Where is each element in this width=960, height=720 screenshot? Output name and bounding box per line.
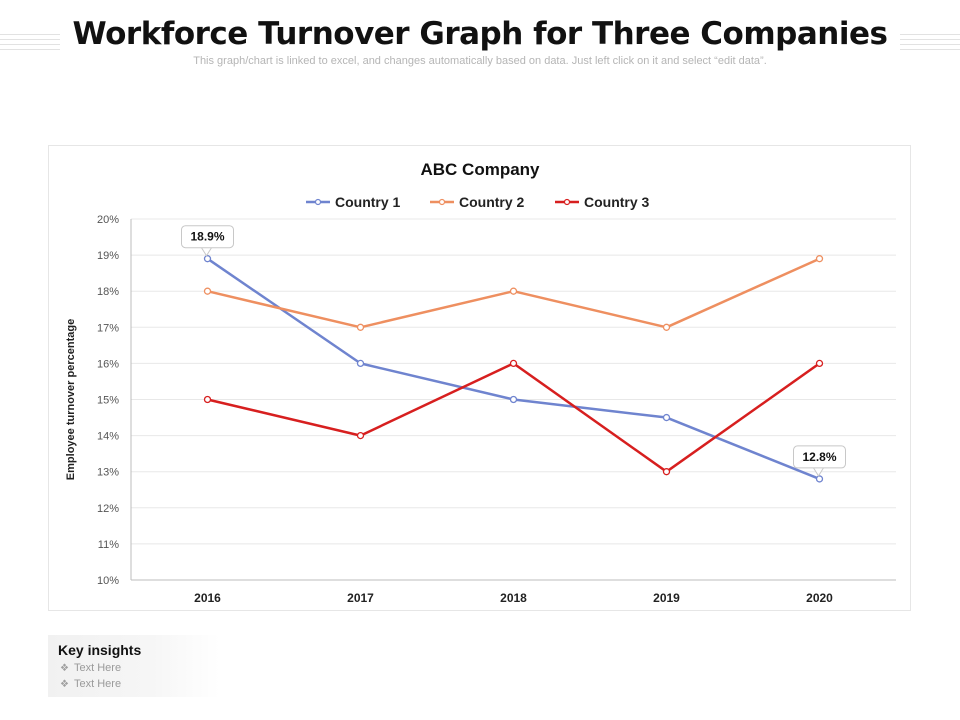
data-point <box>356 431 365 440</box>
diamond-bullet-icon: ❖ <box>60 679 69 690</box>
series-line <box>207 362 821 473</box>
title-decoration-right <box>900 34 960 56</box>
y-tick-label: 15% <box>97 395 119 407</box>
callout-box <box>793 445 846 469</box>
data-point <box>356 359 365 368</box>
data-point <box>662 413 671 422</box>
x-tick-label: 2018 <box>500 591 527 605</box>
y-axis-label: Employee turnover percentage <box>65 319 77 480</box>
y-tick-label: 13% <box>97 467 119 479</box>
key-insights-title: Key insights <box>58 642 142 658</box>
data-label: 18.9% <box>190 230 224 244</box>
data-point <box>509 395 518 404</box>
legend-label: Country 1 <box>335 194 401 210</box>
key-insight-item: ❖ Text Here <box>60 678 121 690</box>
page-title: Workforce Turnover Graph for Three Compa… <box>72 16 888 52</box>
data-point <box>203 287 212 295</box>
data-point <box>509 359 518 368</box>
data-point <box>203 255 212 263</box>
legend-marker <box>314 198 322 206</box>
y-tick-label: 12% <box>97 503 119 515</box>
data-point <box>815 475 824 483</box>
title-decoration-left <box>0 34 60 56</box>
y-tick-label: 14% <box>97 431 119 443</box>
data-point <box>815 359 824 368</box>
data-point <box>662 468 671 476</box>
chart-title: ABC Company <box>420 160 540 179</box>
key-insight-text: Text Here <box>74 662 122 674</box>
diamond-bullet-icon: ❖ <box>60 663 69 674</box>
y-tick-label: 18% <box>97 286 119 298</box>
data-point <box>203 395 212 404</box>
data-point <box>815 255 824 263</box>
callout-pointer <box>201 247 212 257</box>
y-tick-label: 10% <box>97 575 119 587</box>
line-chart: ABC Company Country 1 Country 2 Country 3 10… <box>65 160 896 605</box>
data-label: 12.8% <box>802 450 836 464</box>
callout-pointer <box>813 467 824 477</box>
y-tick-label: 20% <box>97 214 119 226</box>
y-tick-label: 17% <box>97 322 119 334</box>
callout-box <box>181 225 234 249</box>
page-subtitle: This graph/chart is linked to excel, and… <box>193 55 767 67</box>
key-insight-item: ❖ Text Here <box>60 662 121 674</box>
y-tick-label: 16% <box>97 358 119 370</box>
y-tick-label: 11% <box>98 539 119 551</box>
data-point <box>662 323 671 331</box>
x-tick-label: 2016 <box>194 591 221 605</box>
legend-marker <box>438 198 446 206</box>
legend-label: Country 3 <box>584 194 650 210</box>
key-insights-box: Key insights ❖ Text Here ❖ Text Here <box>48 635 220 697</box>
legend-label: Country 2 <box>459 194 525 210</box>
data-point <box>356 323 365 331</box>
x-tick-label: 2017 <box>347 591 374 605</box>
key-insight-text: Text Here <box>74 678 122 690</box>
legend-marker <box>563 198 571 206</box>
x-tick-label: 2020 <box>806 591 833 605</box>
data-point <box>509 287 518 295</box>
chart-container[interactable]: ABC Company Country 1 Country 2 Country 3 10… <box>48 145 911 611</box>
x-tick-label: 2019 <box>653 591 680 605</box>
y-tick-label: 19% <box>97 250 119 262</box>
